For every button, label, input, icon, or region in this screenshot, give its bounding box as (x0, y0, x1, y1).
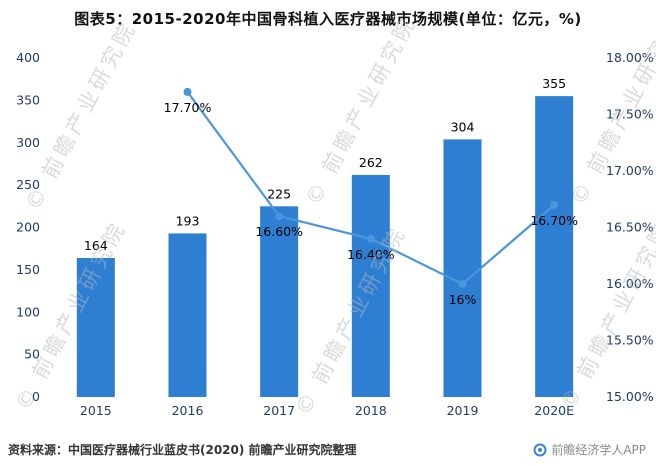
qianzhan-logo-icon (533, 443, 547, 456)
x-axis-label: 2017 (263, 403, 295, 418)
right-axis-tick: 16.50% (606, 220, 654, 235)
x-axis-label: 2016 (172, 403, 204, 418)
bar (260, 206, 299, 397)
left-axis-tick: 400 (16, 50, 40, 65)
branding-label: 前瞻经济学人APP (551, 443, 646, 457)
line-value-label: 16.40% (347, 247, 395, 262)
bar-value-label: 225 (267, 186, 291, 201)
bar (535, 96, 574, 397)
x-axis-label: 2018 (355, 403, 387, 418)
left-axis-tick: 200 (16, 220, 40, 235)
line-marker (366, 234, 375, 243)
right-axis-tick: 15.50% (606, 333, 654, 348)
left-axis-tick: 100 (16, 304, 40, 319)
left-axis-tick: 0 (32, 389, 40, 404)
bar (443, 139, 482, 398)
x-axis: 2015 2016 2017 2018 2019 2020E (80, 403, 574, 418)
chart-title: 图表5：2015-2020年中国骨科植入医疗器械市场规模(单位：亿元，%) (74, 10, 582, 28)
line-value-label: 16.60% (255, 224, 303, 239)
right-axis: 15.00% 15.50% 16.00% 16.50% 17.00% 17.50% 18.0… (606, 50, 654, 404)
line-value-label: 16.70% (530, 213, 578, 228)
left-axis: 0 50 100 150 200 250 300 350 400 (16, 50, 40, 404)
line-marker (183, 87, 192, 96)
bar-value-label: 193 (176, 213, 200, 228)
bar (168, 233, 207, 397)
line-marker (275, 212, 284, 221)
left-axis-tick: 300 (16, 135, 40, 150)
left-axis-tick: 350 (16, 92, 40, 107)
bar-series: 164 193 225 262 304 355 (76, 76, 574, 398)
left-axis-tick: 150 (16, 262, 40, 277)
bar (76, 258, 115, 397)
source-note: 资料来源：中国医疗器械行业蓝皮书(2020) 前瞻产业研究院整理 (8, 443, 357, 457)
line-value-label: 17.70% (164, 100, 212, 115)
line-value-label: 16% (449, 292, 477, 307)
bar-value-label: 355 (542, 76, 566, 91)
line-marker (458, 280, 467, 288)
branding: 前瞻经济学人APP (533, 441, 646, 458)
right-axis-tick: 18.00% (606, 50, 654, 65)
right-axis-tick: 15.00% (606, 389, 654, 404)
bar-value-label: 304 (451, 119, 475, 134)
left-axis-tick: 50 (24, 347, 40, 362)
right-axis-tick: 17.00% (606, 163, 654, 178)
x-axis-label: 2015 (80, 403, 112, 418)
x-axis-label: 2020E (534, 403, 574, 418)
bar-value-label: 164 (84, 238, 108, 253)
right-axis-tick: 17.50% (606, 107, 654, 122)
left-axis-tick: 250 (16, 177, 40, 192)
right-axis-tick: 16.00% (606, 276, 654, 291)
bar (351, 174, 390, 397)
bar-value-label: 262 (359, 155, 383, 170)
x-axis-label: 2019 (447, 403, 479, 418)
line-series: 17.70% 16.60% 16.40% 16% 16.70% (164, 87, 578, 307)
line-marker (550, 200, 559, 209)
